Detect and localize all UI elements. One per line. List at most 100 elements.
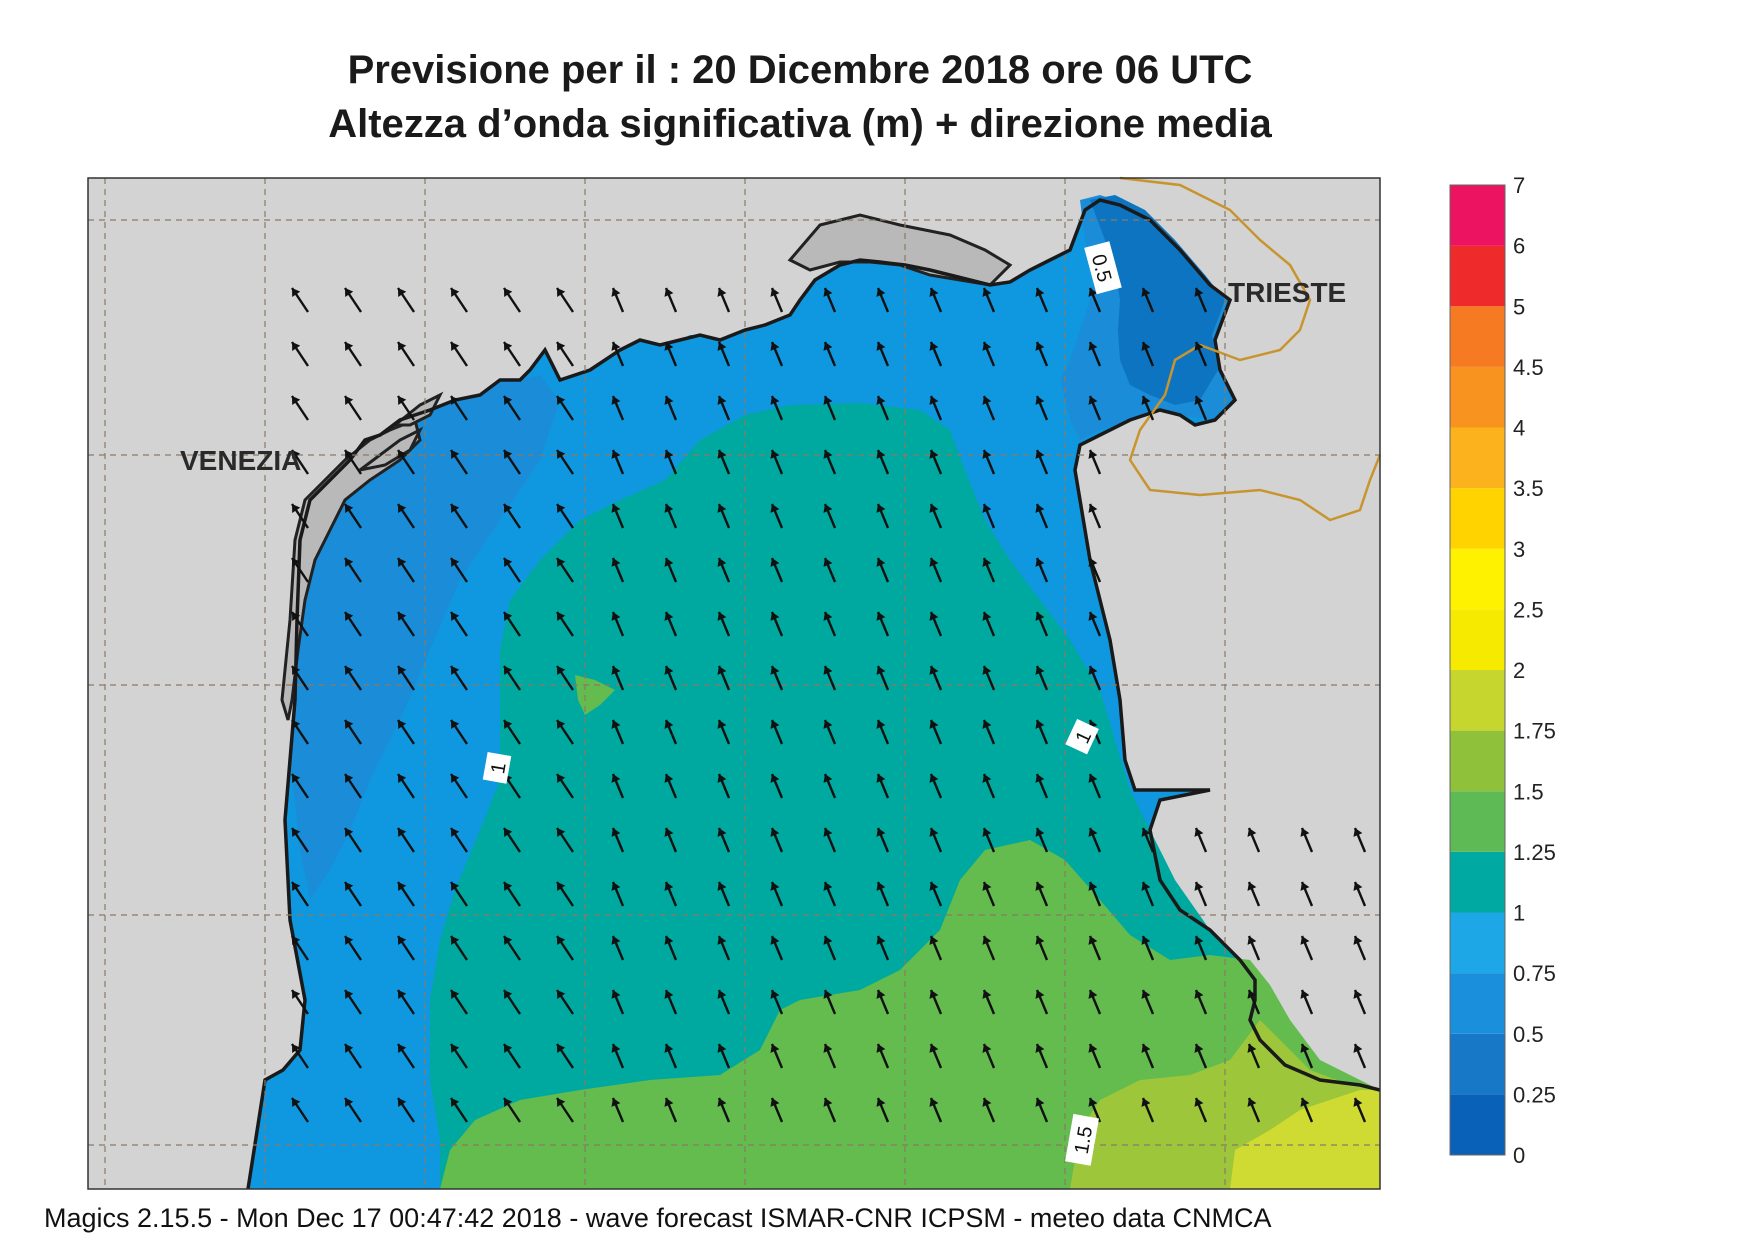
direction-arrow-head (1088, 450, 1098, 459)
colorbar-tick-label: 4.5 (1513, 355, 1544, 380)
direction-arrow-head (557, 774, 566, 783)
direction-arrow-head (1035, 666, 1045, 675)
direction-arrow-head (1353, 1098, 1363, 1107)
direction-arrow-head (504, 882, 513, 891)
direction-arrow-head (611, 1098, 621, 1107)
direction-arrow-head (876, 774, 886, 783)
direction-arrow-head (982, 990, 992, 999)
title-line-2: Altezza d’onda significativa (m) + direz… (328, 102, 1272, 146)
direction-arrow-head (982, 936, 992, 945)
direction-arrow-head (1088, 990, 1098, 999)
direction-arrow-head (398, 666, 407, 675)
direction-arrow-head (1194, 342, 1204, 351)
colorbar-tick-label: 0.5 (1513, 1022, 1544, 1047)
direction-arrow-head (770, 450, 780, 459)
direction-arrow-head (557, 936, 566, 945)
direction-arrow-head (398, 936, 407, 945)
direction-arrow-head (770, 612, 780, 621)
direction-arrow-head (876, 504, 886, 513)
direction-arrow-head (1088, 882, 1098, 891)
colorbar-tick-label: 4 (1513, 416, 1525, 441)
direction-arrow-head (876, 396, 886, 405)
direction-arrow-head (876, 990, 886, 999)
colorbar-tick-label: 7 (1513, 173, 1525, 198)
colorbar-swatch (1450, 791, 1505, 852)
direction-arrow-head (504, 936, 513, 945)
direction-arrow-head (717, 774, 727, 783)
direction-arrow-head (1194, 882, 1204, 891)
direction-arrow-head (1141, 936, 1151, 945)
direction-arrow-head (823, 936, 833, 945)
direction-arrow-head (1088, 342, 1098, 351)
direction-arrow-head (664, 450, 674, 459)
direction-arrow-head (345, 882, 354, 891)
direction-arrow-head (982, 1044, 992, 1053)
direction-arrow-head (929, 612, 939, 621)
direction-arrow-head (398, 342, 407, 351)
direction-arrow-head (1141, 1044, 1151, 1053)
direction-arrow-head (929, 882, 939, 891)
direction-arrow-head (823, 828, 833, 837)
direction-arrow-head (345, 936, 354, 945)
direction-arrow-head (1300, 1044, 1310, 1053)
direction-arrow-head (1247, 1044, 1257, 1053)
direction-arrow-head (504, 990, 513, 999)
direction-arrow-head (451, 990, 460, 999)
direction-arrow-head (1141, 288, 1151, 297)
colorbar-swatch (1450, 427, 1505, 489)
direction-arrow-head (1035, 342, 1045, 351)
direction-arrow-head (557, 990, 566, 999)
direction-arrow-head (611, 288, 621, 297)
direction-arrow-head (717, 666, 727, 675)
direction-arrow-head (717, 828, 727, 837)
direction-arrow-head (982, 558, 992, 567)
direction-arrow-head (345, 558, 354, 567)
direction-arrow-head (504, 288, 513, 297)
direction-arrow-head (717, 342, 727, 351)
direction-arrow-head (717, 720, 727, 729)
colorbar-swatch (1450, 1033, 1505, 1095)
direction-arrow-head (292, 612, 301, 621)
direction-arrow-head (451, 828, 460, 837)
direction-arrow-head (292, 288, 301, 297)
direction-arrow-head (876, 558, 886, 567)
direction-arrow-head (557, 558, 566, 567)
direction-arrow-head (929, 1098, 939, 1107)
direction-arrow-head (451, 396, 460, 405)
direction-arrow-head (876, 828, 886, 837)
direction-arrow-head (929, 990, 939, 999)
direction-arrow-head (504, 828, 513, 837)
direction-arrow-head (717, 936, 727, 945)
direction-arrow-head (823, 720, 833, 729)
direction-arrow-head (929, 450, 939, 459)
direction-arrow-head (557, 288, 566, 297)
direction-arrow-head (1194, 1044, 1204, 1053)
direction-arrow-head (1035, 396, 1045, 405)
direction-arrow-head (345, 990, 354, 999)
direction-arrow-head (451, 1098, 460, 1107)
direction-arrow-head (557, 720, 566, 729)
direction-arrow-head (611, 342, 621, 351)
contour-label-0-5: 0.5 (1084, 241, 1122, 295)
direction-arrow-head (292, 936, 301, 945)
band-0-75-west (290, 375, 560, 900)
direction-arrow-head (398, 450, 407, 459)
direction-arrow-head (292, 450, 301, 459)
direction-arrow-head (982, 882, 992, 891)
direction-arrow-head (717, 990, 727, 999)
colorbar-swatch (1450, 548, 1505, 610)
direction-arrow-head (292, 774, 301, 783)
direction-arrow-head (770, 774, 780, 783)
direction-arrow-head (557, 828, 566, 837)
direction-arrow-head (398, 504, 407, 513)
direction-arrow-head (982, 666, 992, 675)
direction-arrow-head (982, 774, 992, 783)
direction-arrow-head (1141, 828, 1151, 837)
direction-arrow-head (292, 396, 301, 405)
colorbar-tick-label: 1 (1513, 901, 1525, 926)
direction-arrow-head (770, 990, 780, 999)
direction-arrow-head (717, 288, 727, 297)
direction-arrow-head (1247, 1098, 1257, 1107)
direction-arrow-head (1088, 288, 1098, 297)
direction-arrow-head (1300, 1098, 1310, 1107)
